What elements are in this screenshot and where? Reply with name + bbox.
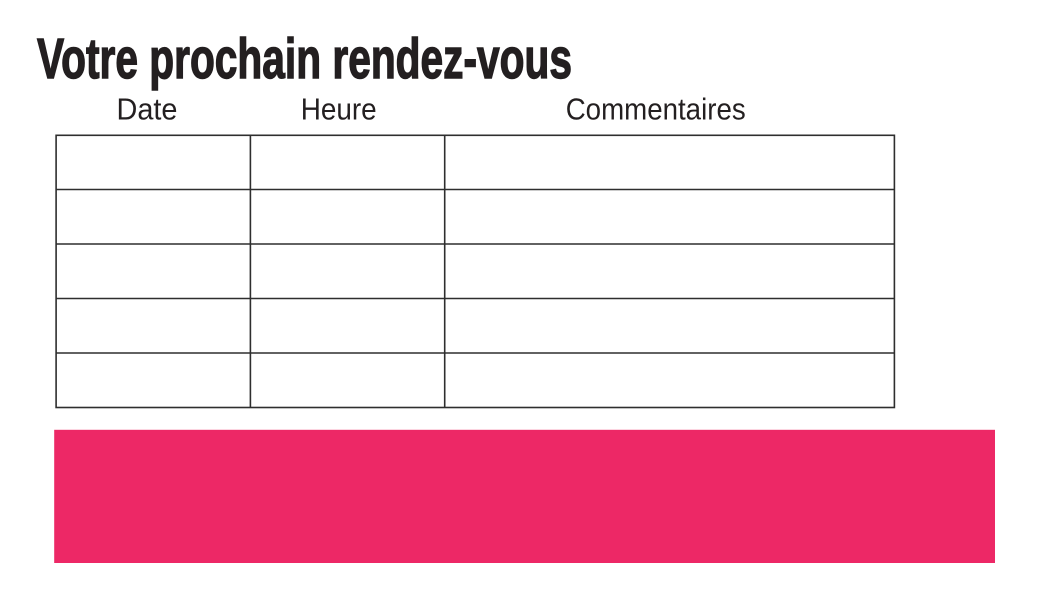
svg-text:Votre prochain rendez-vous: Votre prochain rendez-vous <box>37 27 572 91</box>
svg-text:Heure: Heure <box>301 93 377 127</box>
svg-text:Commentaires: Commentaires <box>566 93 746 127</box>
svg-text:Date: Date <box>117 93 178 127</box>
